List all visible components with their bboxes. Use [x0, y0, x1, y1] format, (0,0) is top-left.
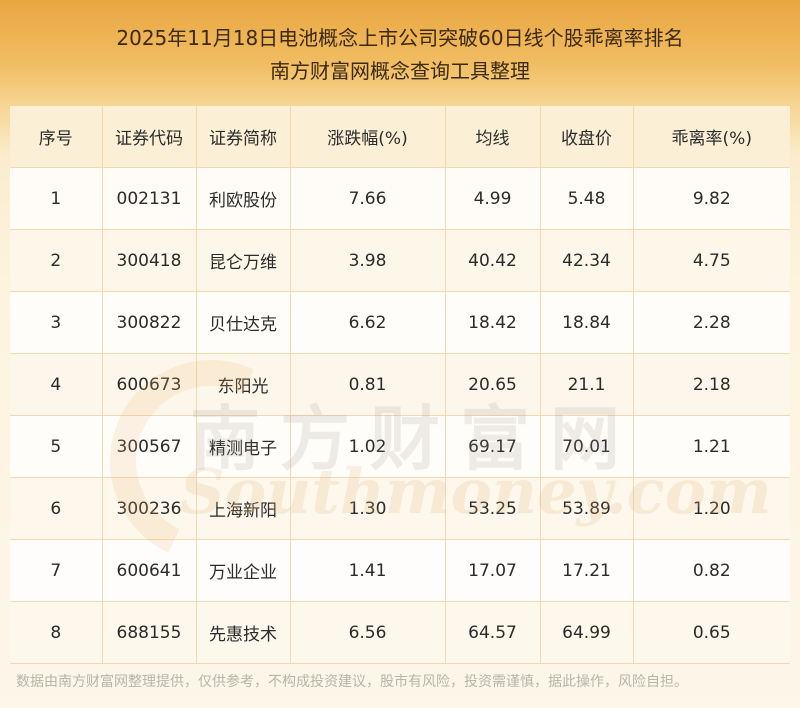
cell-moving-average: 4.99: [445, 167, 541, 230]
cell-bias-ratio: 2.18: [633, 353, 790, 416]
cell-name: 上海新阳: [196, 477, 291, 540]
table-header-row: 序号 证券代码 证券简称 涨跌幅(%) 均线 收盘价 乖离率(%): [10, 106, 790, 168]
cell-name: 万业企业: [196, 539, 291, 602]
title-line-1: 2025年11月18日电池概念上市公司突破60日线个股乖离率排名: [116, 26, 684, 50]
cell-name: 先惠技术: [196, 601, 291, 664]
cell-bias-ratio: 0.82: [633, 539, 790, 602]
cell-bias-ratio: 4.75: [633, 229, 790, 292]
table-row: 2 300418 昆仑万维 3.98 40.42 42.34 4.75: [10, 229, 790, 292]
cell-code: 300822: [102, 291, 197, 354]
header-close-price: 收盘价: [540, 106, 634, 168]
cell-close-price: 53.89: [540, 477, 634, 540]
cell-moving-average: 64.57: [445, 601, 541, 664]
cell-change-pct: 1.30: [290, 477, 446, 540]
cell-name: 利欧股份: [196, 167, 291, 230]
cell-name: 贝仕达克: [196, 291, 291, 354]
ranking-table: 序号 证券代码 证券简称 涨跌幅(%) 均线 收盘价 乖离率(%) 1 0021…: [10, 106, 790, 664]
cell-close-price: 70.01: [540, 415, 634, 478]
header-name: 证券简称: [196, 106, 291, 168]
cell-moving-average: 17.07: [445, 539, 541, 602]
header-code: 证券代码: [102, 106, 197, 168]
cell-moving-average: 53.25: [445, 477, 541, 540]
cell-bias-ratio: 1.21: [633, 415, 790, 478]
cell-change-pct: 6.62: [290, 291, 446, 354]
cell-moving-average: 69.17: [445, 415, 541, 478]
cell-name: 昆仑万维: [196, 229, 291, 292]
disclaimer-footer: 数据由南方财富网整理提供，仅供参考，不构成投资建议，股市有风险，投资需谨慎，据此…: [16, 674, 688, 690]
cell-bias-ratio: 0.65: [633, 601, 790, 664]
cell-change-pct: 3.98: [290, 229, 446, 292]
cell-index: 7: [10, 539, 103, 602]
cell-change-pct: 0.81: [290, 353, 446, 416]
page-title: 2025年11月18日电池概念上市公司突破60日线个股乖离率排名 南方财富网概念…: [0, 22, 800, 88]
cell-index: 2: [10, 229, 103, 292]
title-line-2: 南方财富网概念查询工具整理: [270, 59, 530, 83]
cell-code: 300418: [102, 229, 197, 292]
cell-bias-ratio: 1.20: [633, 477, 790, 540]
cell-moving-average: 18.42: [445, 291, 541, 354]
table-row: 1 002131 利欧股份 7.66 4.99 5.48 9.82: [10, 167, 790, 230]
cell-bias-ratio: 2.28: [633, 291, 790, 354]
cell-code: 300567: [102, 415, 197, 478]
table-row: 6 300236 上海新阳 1.30 53.25 53.89 1.20: [10, 477, 790, 540]
cell-close-price: 5.48: [540, 167, 634, 230]
cell-close-price: 21.1: [540, 353, 634, 416]
table-row: 5 300567 精测电子 1.02 69.17 70.01 1.21: [10, 415, 790, 478]
cell-moving-average: 40.42: [445, 229, 541, 292]
header-index: 序号: [10, 106, 103, 168]
cell-name: 东阳光: [196, 353, 291, 416]
header-bias-ratio: 乖离率(%): [633, 106, 790, 168]
header-change-pct: 涨跌幅(%): [290, 106, 446, 168]
cell-index: 6: [10, 477, 103, 540]
cell-change-pct: 7.66: [290, 167, 446, 230]
cell-code: 600673: [102, 353, 197, 416]
table-row: 3 300822 贝仕达克 6.62 18.42 18.84 2.28: [10, 291, 790, 354]
cell-index: 1: [10, 167, 103, 230]
cell-index: 4: [10, 353, 103, 416]
cell-index: 3: [10, 291, 103, 354]
cell-close-price: 64.99: [540, 601, 634, 664]
cell-change-pct: 1.02: [290, 415, 446, 478]
cell-code: 600641: [102, 539, 197, 602]
header-moving-average: 均线: [445, 106, 541, 168]
cell-change-pct: 1.41: [290, 539, 446, 602]
cell-index: 5: [10, 415, 103, 478]
cell-code: 300236: [102, 477, 197, 540]
table-row: 7 600641 万业企业 1.41 17.07 17.21 0.82: [10, 539, 790, 602]
cell-close-price: 42.34: [540, 229, 634, 292]
cell-code: 002131: [102, 167, 197, 230]
cell-close-price: 18.84: [540, 291, 634, 354]
cell-name: 精测电子: [196, 415, 291, 478]
cell-index: 8: [10, 601, 103, 664]
cell-bias-ratio: 9.82: [633, 167, 790, 230]
table-row: 8 688155 先惠技术 6.56 64.57 64.99 0.65: [10, 601, 790, 664]
cell-moving-average: 20.65: [445, 353, 541, 416]
cell-code: 688155: [102, 601, 197, 664]
table-row: 4 600673 东阳光 0.81 20.65 21.1 2.18: [10, 353, 790, 416]
cell-change-pct: 6.56: [290, 601, 446, 664]
cell-close-price: 17.21: [540, 539, 634, 602]
